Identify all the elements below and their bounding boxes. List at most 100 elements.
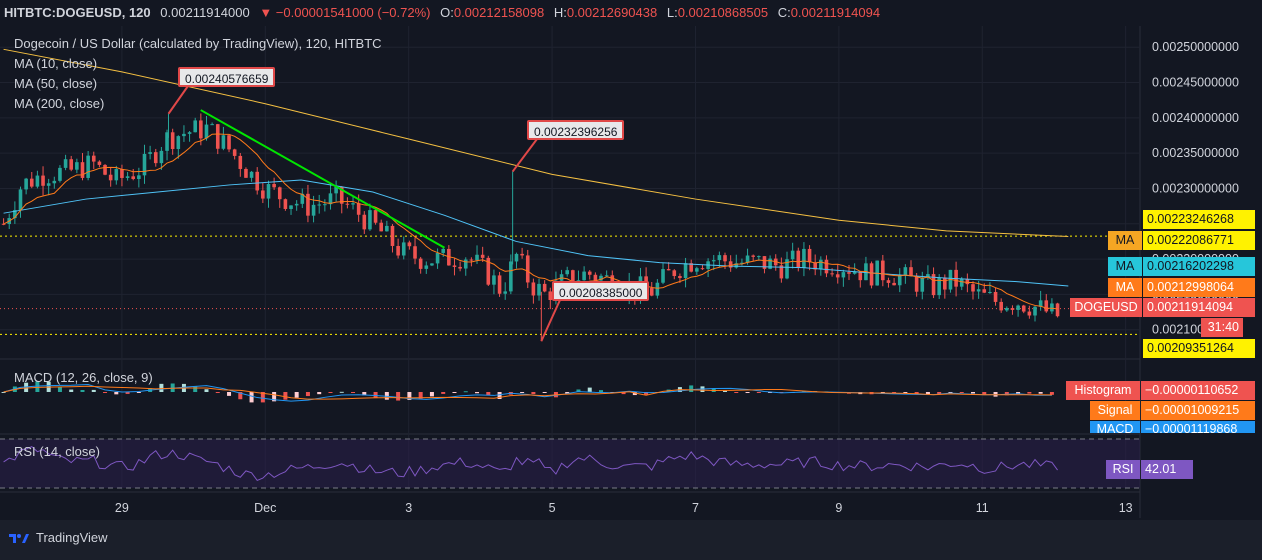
- candle-body: [283, 199, 288, 209]
- tradingview-logo[interactable]: TradingView: [8, 530, 108, 545]
- candle-body: [542, 283, 547, 292]
- macd-histogram-bar: [689, 385, 694, 392]
- candle-body: [723, 255, 727, 262]
- x-tick-label: 3: [405, 501, 412, 515]
- candle-body: [249, 171, 254, 178]
- ma10-legend[interactable]: MA (10, close): [14, 56, 98, 71]
- high-annotation[interactable]: 0.00240576659: [178, 67, 276, 87]
- candle-body: [215, 124, 220, 149]
- candle-body: [700, 268, 705, 270]
- ma200-line: [3, 48, 1069, 238]
- ma10-tag-label: MA: [1108, 278, 1142, 297]
- candle-body: [272, 183, 276, 188]
- ma10-tag: 0.00212998064: [1143, 278, 1255, 297]
- candle-body: [672, 270, 677, 277]
- candle-body: [435, 252, 440, 264]
- macd-histogram-bar: [114, 392, 119, 395]
- candle-body: [1038, 300, 1043, 307]
- macd-histogram-bar: [305, 392, 310, 397]
- x-tick-label: Dec: [254, 501, 276, 515]
- x-tick-label: 29: [115, 501, 129, 515]
- macd-histogram-bar: [35, 381, 40, 392]
- candle-body: [1010, 308, 1015, 310]
- candle-body: [982, 289, 987, 293]
- macd-histogram-bar: [903, 392, 908, 394]
- candle-body: [537, 283, 541, 296]
- candle-body: [441, 248, 446, 253]
- candle-body: [379, 222, 384, 232]
- candle-body: [91, 155, 96, 162]
- candle-body: [509, 261, 513, 292]
- macd-histogram-bar: [159, 383, 164, 392]
- candle-body: [571, 270, 575, 285]
- candle-body: [80, 162, 85, 178]
- macd-histogram-bar: [621, 392, 626, 395]
- candle-body: [796, 250, 801, 268]
- candle-body: [486, 257, 491, 285]
- candle-body: [294, 203, 299, 206]
- macd-histogram-bar: [69, 389, 74, 392]
- macd-histogram-bar: [418, 392, 423, 399]
- close-value: 0.00211914094: [790, 5, 881, 20]
- x-tick-label: 11: [976, 501, 989, 515]
- macd-histogram-bar: [170, 383, 175, 392]
- last-price-tag: 0.00211914094: [1143, 298, 1255, 317]
- candle-body: [599, 275, 603, 281]
- last-price: 0.00211914000: [160, 5, 250, 20]
- candle-body: [52, 180, 57, 184]
- candle-body: [835, 274, 840, 278]
- y-tick-label: 0.00250000000: [1152, 40, 1239, 54]
- candle-body: [689, 263, 693, 272]
- candle-body: [661, 269, 665, 283]
- candle-body: [396, 245, 400, 256]
- high-label: H:: [553, 5, 567, 20]
- low-annotation[interactable]: 0.00208385000: [552, 281, 650, 301]
- macd-histogram-bar: [396, 392, 401, 401]
- candle-body: [802, 248, 806, 268]
- candle-body: [762, 256, 767, 269]
- candle-body: [807, 248, 812, 263]
- callout-pointer: [540, 299, 561, 342]
- brand-name: TradingView: [36, 530, 108, 545]
- candle-body: [255, 171, 260, 191]
- macd-histogram-bar: [91, 389, 96, 392]
- candle-body: [734, 263, 739, 268]
- candle-body: [886, 280, 891, 283]
- candle-body: [334, 186, 338, 194]
- x-tick-label: 5: [549, 501, 556, 515]
- candle-body: [277, 187, 282, 200]
- macd-histogram-bar: [565, 392, 570, 394]
- macd-histogram-bar: [227, 392, 232, 396]
- candle-body: [728, 261, 733, 268]
- rsi-legend[interactable]: RSI (14, close): [14, 444, 100, 459]
- candle-body: [193, 120, 198, 133]
- candle-body: [345, 203, 350, 205]
- candle-body: [847, 272, 851, 274]
- candle-body: [819, 259, 823, 270]
- macd-histogram-bar: [272, 392, 277, 402]
- signal-line: [3, 385, 1052, 400]
- candle-body: [993, 291, 998, 302]
- candle-body: [565, 270, 570, 275]
- macd-histogram-bar: [463, 391, 468, 393]
- candle-body: [813, 262, 817, 270]
- macd-histogram-bar: [587, 387, 592, 392]
- candle-body: [148, 152, 152, 154]
- macd-legend[interactable]: MACD (12, 26, close, 9): [14, 370, 153, 385]
- symbol-tag-label: DOGEUSD: [1070, 298, 1142, 317]
- support-level-tag: 0.00209351264: [1143, 339, 1255, 358]
- ma200-legend[interactable]: MA (200, close): [14, 96, 105, 111]
- macd-tag: −0.00001119868: [1141, 421, 1255, 433]
- candle-body: [311, 204, 316, 216]
- ma50-legend[interactable]: MA (50, close): [14, 76, 98, 91]
- spike-annotation[interactable]: 0.00232396256: [527, 120, 625, 140]
- symbol-name[interactable]: HITBTC:DOGEUSD, 120: [4, 5, 151, 20]
- macd-histogram-bar: [57, 386, 62, 392]
- candle-body: [29, 178, 34, 187]
- candle-body: [830, 273, 834, 275]
- x-tick-label: 9: [835, 501, 842, 515]
- histogram-tag-label: Histogram: [1066, 381, 1140, 400]
- macd-histogram-bar: [1, 392, 6, 393]
- candle-body: [959, 279, 964, 287]
- y-tick-label: 0.00240000000: [1152, 111, 1239, 125]
